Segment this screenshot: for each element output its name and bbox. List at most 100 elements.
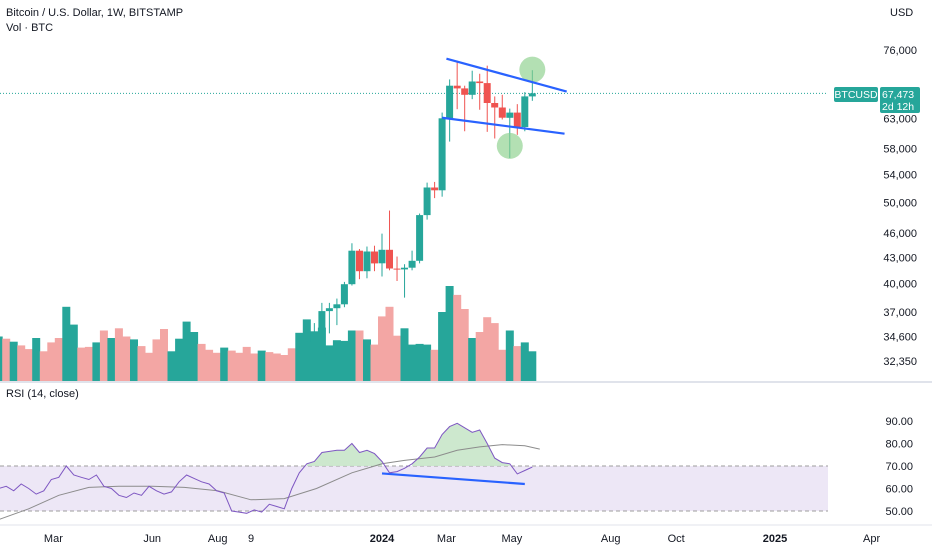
price-tick-label: 76,000 [883, 45, 917, 57]
candle-body [303, 341, 311, 381]
countdown-label: 2d 12h [882, 101, 914, 113]
volume-bar [84, 346, 93, 381]
volume-bar [385, 306, 394, 381]
time-tick-label: 2024 [370, 533, 395, 545]
price-tick-label: 46,000 [883, 228, 917, 240]
volume-bar [378, 316, 386, 381]
rsi-tick-label: 60.00 [885, 484, 913, 496]
volume-bar [332, 340, 341, 381]
price-tick-label: 58,000 [883, 143, 917, 155]
volume-bar [430, 349, 439, 381]
candle-body [371, 251, 378, 264]
rsi-overbought-fill [412, 423, 510, 466]
time-tick-label: Mar [437, 533, 456, 545]
volume-bar [9, 341, 18, 381]
volume-bar [167, 351, 176, 381]
chart-title[interactable]: Bitcoin / U.S. Dollar, 1W, BITSTAMP [6, 7, 183, 19]
candlestick-series [303, 60, 536, 381]
volume-bar [250, 353, 259, 381]
volume-bar [212, 352, 221, 381]
candle-body [393, 268, 401, 270]
highlight-circle [519, 56, 546, 83]
volume-bar [190, 332, 199, 381]
volume-bar [77, 347, 86, 381]
volume-bar [490, 323, 499, 381]
volume-bar [197, 343, 206, 381]
volume-legend[interactable]: Vol · BTC [6, 22, 53, 34]
time-tick-label: Apr [863, 533, 880, 545]
volume-bar [69, 324, 78, 381]
drawings[interactable] [381, 56, 567, 486]
rsi-divergence-line [381, 472, 525, 486]
candle-body [401, 267, 408, 270]
price-tag: BTCUSD 67,473 2d 12h [834, 87, 920, 113]
rsi-overbought-fill [306, 443, 382, 466]
candle-body [333, 304, 341, 309]
volume-bar [528, 351, 537, 381]
volume-bar [145, 352, 153, 381]
symbol-tag: BTCUSD [834, 89, 878, 101]
candle-body [310, 331, 318, 342]
volume-bar [137, 346, 146, 381]
volume-bar [220, 347, 229, 381]
volume-bar [152, 339, 161, 381]
volume-bar [205, 349, 214, 381]
rsi-line [0, 422, 533, 514]
volume-bar [287, 348, 296, 381]
candle-body [513, 112, 521, 128]
volume-bar [242, 346, 251, 381]
volume-bar [310, 331, 319, 381]
candle-body [491, 103, 499, 108]
price-tick-label: 37,000 [883, 307, 917, 319]
price-tick-label: 40,000 [883, 279, 917, 291]
volume-bar [445, 286, 454, 381]
volume-bar [295, 332, 304, 381]
candle-body [506, 112, 514, 118]
volume-bar [340, 340, 349, 381]
volume-bar [520, 342, 529, 381]
volume-bar [235, 352, 244, 381]
volume-bar [47, 342, 56, 381]
volume-bar [363, 339, 371, 381]
candle-body [416, 215, 424, 261]
candle-body [378, 249, 386, 264]
price-tick-label: 32,350 [883, 356, 917, 368]
volume-bar [370, 344, 379, 381]
volume-bar [325, 345, 334, 381]
time-tick-label: 9 [248, 533, 254, 545]
candle-body [461, 88, 469, 95]
candle-body [356, 250, 363, 272]
time-tick-label: Jun [143, 533, 161, 545]
volume-bar [2, 338, 11, 381]
rsi-axis[interactable]: 90.00 80.00 70.00 60.00 50.00 [885, 416, 913, 518]
time-tick-label: May [502, 533, 523, 545]
volume-bar [498, 349, 507, 381]
volume-bar [32, 338, 41, 381]
volume-bar [62, 306, 71, 381]
candle-body [521, 96, 529, 127]
volume-bar [347, 330, 356, 381]
volume-bar [130, 339, 138, 381]
time-tick-label: 2025 [763, 533, 787, 545]
volume-bar [39, 351, 48, 381]
currency-label[interactable]: USD [890, 7, 913, 19]
price-axis[interactable]: 76,000 63,000 58,000 54,000 50,000 46,000 43,0… [883, 45, 917, 368]
candle-body [453, 85, 461, 89]
rsi-legend[interactable]: RSI (14, close) [6, 388, 79, 400]
candle-body [528, 93, 536, 97]
volume-bar [423, 344, 432, 381]
time-tick-label: Aug [601, 533, 621, 545]
rsi-ma-line [0, 444, 540, 520]
volume-bar [107, 338, 116, 381]
price-tick-label: 43,000 [883, 252, 917, 264]
candle-body [386, 249, 393, 269]
candle-body [408, 260, 416, 268]
time-tick-label: Aug [208, 533, 228, 545]
volume-bar [460, 309, 469, 381]
volume-bar [513, 346, 522, 381]
time-axis[interactable]: Mar Jun Aug 9 2024 Mar May Aug Oct 2025 Apr [44, 533, 881, 545]
volume-bar [415, 343, 424, 381]
rsi-tick-label: 50.00 [885, 506, 913, 518]
volume-bar [99, 330, 108, 381]
